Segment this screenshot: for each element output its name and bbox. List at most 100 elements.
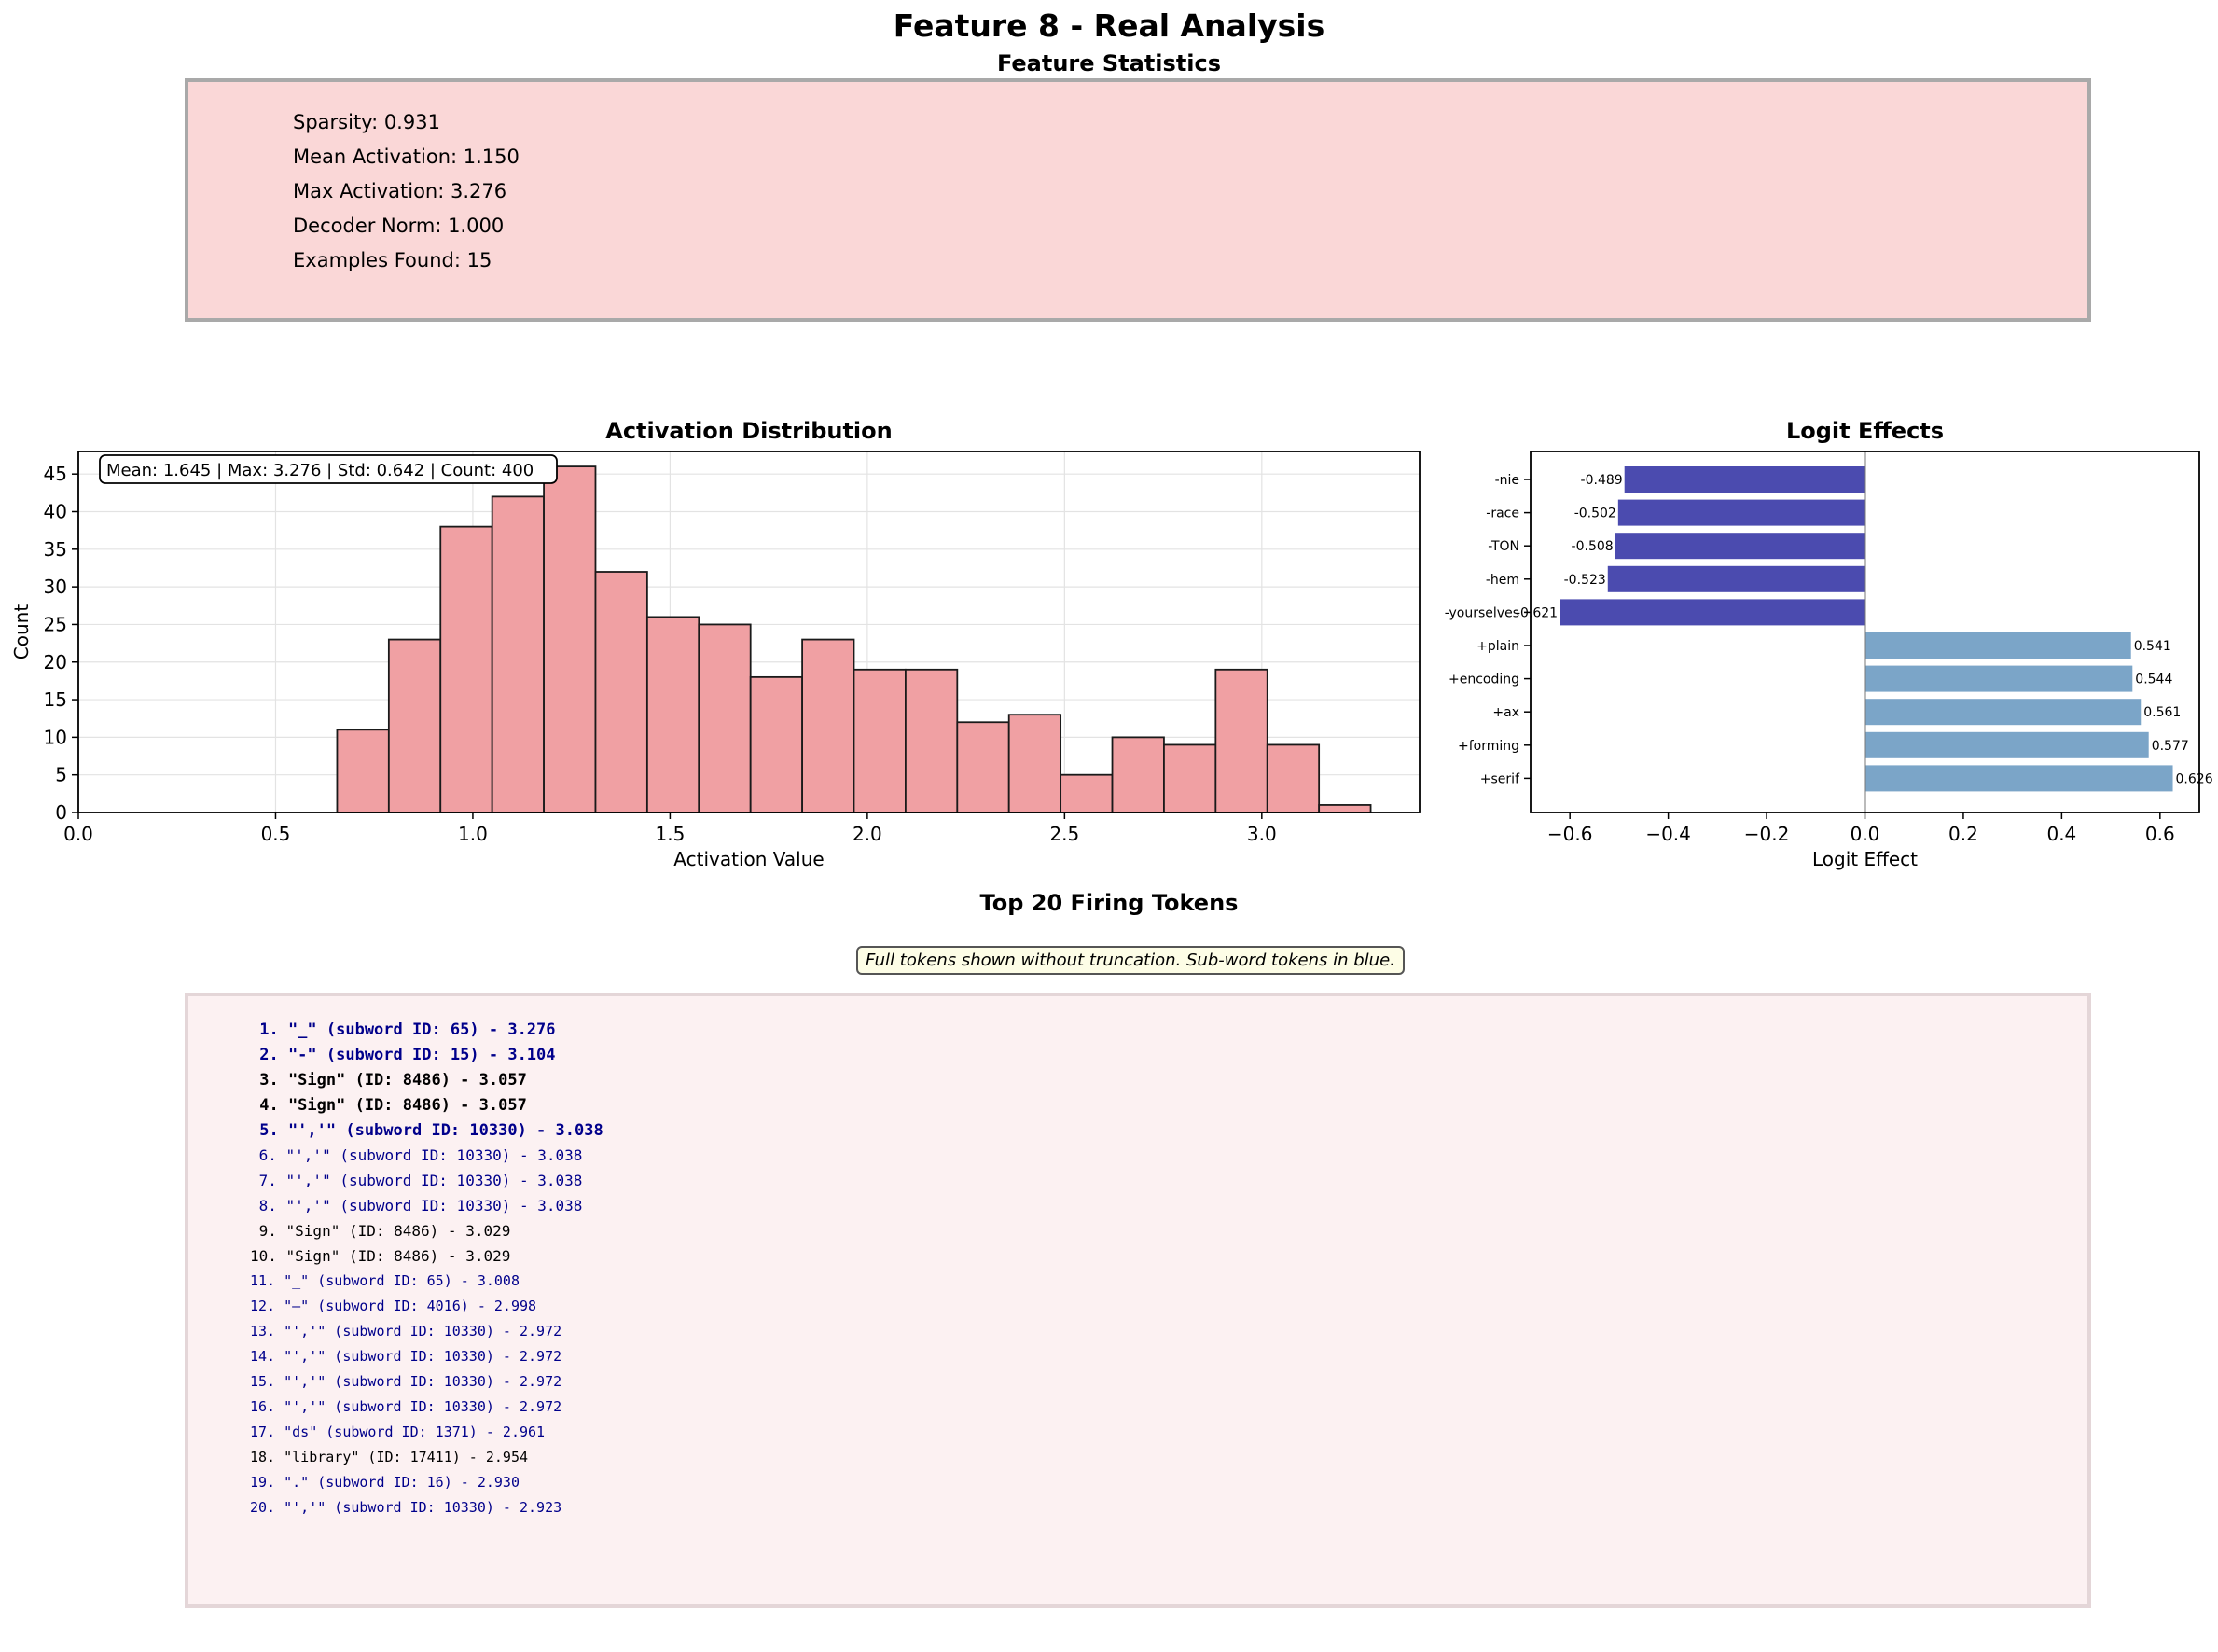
token-item: 4. "Sign" (ID: 8486) - 3.057 <box>250 1096 527 1115</box>
logit-value-label: -0.489 <box>1581 473 1623 488</box>
logit-category-label: +encoding <box>1449 673 1519 687</box>
histogram-bar <box>543 465 597 813</box>
y-tick-label: 5 <box>55 764 67 786</box>
y-tick-label: 10 <box>44 726 67 748</box>
logit-value-label: -0.621 <box>1516 605 1558 620</box>
x-tick-label: −0.2 <box>1744 823 1790 845</box>
histogram-bar <box>1007 714 1062 813</box>
token-item: 7. "','" (subword ID: 10330) - 3.038 <box>250 1172 583 1189</box>
plot-frame <box>77 451 1421 813</box>
x-tick-label: −0.4 <box>1645 823 1691 845</box>
histogram-bar <box>956 721 1010 813</box>
logit-value-label: 0.561 <box>2143 705 2181 720</box>
x-tick-label: 0.4 <box>2046 823 2076 845</box>
logit-bar <box>1865 731 2149 758</box>
histogram-x-label: Activation Value <box>673 848 824 870</box>
logit-value-label: -0.508 <box>1572 539 1614 554</box>
histogram-bar <box>1266 743 1321 813</box>
token-item: 16. "','" (subword ID: 10330) - 2.972 <box>250 1398 562 1415</box>
logit-bar <box>1615 533 1865 560</box>
token-item: 6. "','" (subword ID: 10330) - 3.038 <box>250 1146 583 1164</box>
tokens-panel: 1. "_" (subword ID: 65) - 3.276 2. "-" (… <box>185 993 2091 1608</box>
y-tick-label: 30 <box>44 576 67 598</box>
token-item: 20. "','" (subword ID: 10330) - 2.923 <box>250 1499 562 1516</box>
token-item: 12. "—" (subword ID: 4016) - 2.998 <box>250 1298 537 1314</box>
token-item: 5. "','" (subword ID: 10330) - 3.038 <box>250 1121 603 1140</box>
token-item: 9. "Sign" (ID: 8486) - 3.029 <box>250 1222 511 1240</box>
token-item: 15. "','" (subword ID: 10330) - 2.972 <box>250 1373 562 1390</box>
histogram-bar <box>439 525 493 813</box>
y-tick-label: 45 <box>44 463 67 485</box>
y-tick-label: 15 <box>44 688 67 711</box>
stats-panel: Sparsity: 0.931 Mean Activation: 1.150 M… <box>185 78 2091 322</box>
annotation-box <box>99 454 558 484</box>
x-tick-label: 2.0 <box>853 823 882 845</box>
x-tick-label: 1.5 <box>656 823 686 845</box>
x-tick-label: 3.0 <box>1247 823 1277 845</box>
logit-bar <box>1865 632 2131 659</box>
token-item: 18. "library" (ID: 17411) - 2.954 <box>250 1449 529 1465</box>
y-tick-label: 25 <box>44 613 67 635</box>
logit-bar <box>1607 565 1865 592</box>
histogram-bar <box>1060 773 1114 813</box>
stats-title: Feature Statistics <box>996 50 1222 76</box>
stat-sparsity: Sparsity: 0.931 <box>293 111 440 133</box>
x-tick-label: 0.2 <box>1948 823 1978 845</box>
tokens-note: Full tokens shown without truncation. Su… <box>856 946 1405 975</box>
token-item: 11. "_" (subword ID: 65) - 3.008 <box>250 1272 520 1289</box>
stat-max-activation: Max Activation: 3.276 <box>293 180 507 202</box>
histogram-title: Activation Distribution <box>605 418 892 444</box>
logit-category-label: -hem <box>1486 573 1519 588</box>
stat-mean-activation: Mean Activation: 1.150 <box>293 146 520 168</box>
x-tick-label: 0.5 <box>261 823 291 845</box>
x-tick-label: 2.5 <box>1049 823 1079 845</box>
histogram-bar <box>491 495 545 813</box>
logit-bar <box>1560 599 1865 626</box>
logit-category-label: +serif <box>1480 771 1520 786</box>
histogram-bar <box>1214 668 1268 813</box>
logit-bar <box>1865 699 2142 726</box>
token-item: 14. "','" (subword ID: 10330) - 2.972 <box>250 1348 562 1365</box>
token-item: 19. "." (subword ID: 16) - 2.930 <box>250 1474 520 1491</box>
x-tick-label: 0.0 <box>63 823 93 845</box>
histogram-bar <box>387 638 442 813</box>
histogram-bar <box>336 729 390 813</box>
x-tick-label: −0.6 <box>1547 823 1593 845</box>
token-item: 13. "','" (subword ID: 10330) - 2.972 <box>250 1323 562 1340</box>
logit-category-label: +plain <box>1476 639 1519 654</box>
histogram-bar <box>853 668 907 813</box>
histogram-bar <box>645 616 700 813</box>
stat-examples-found: Examples Found: 15 <box>293 249 492 271</box>
token-item: 1. "_" (subword ID: 65) - 3.276 <box>250 1020 556 1039</box>
histogram-bar <box>1163 743 1217 813</box>
histogram-bar <box>698 623 752 813</box>
histogram-bar <box>749 675 803 813</box>
logit-effects-chart: -nie -0.489 -race -0.502 -TON -0.508 -hem -0.52… <box>1445 418 2213 870</box>
token-item: 3. "Sign" (ID: 8486) - 3.057 <box>250 1071 527 1090</box>
token-item: 8. "','" (subword ID: 10330) - 3.038 <box>250 1197 583 1215</box>
y-tick-label: 40 <box>44 501 67 523</box>
histogram-bar <box>905 668 959 813</box>
activation-distribution-chart: 0.0 0.5 1.0 1.5 2.0 2.5 3.0 0 5 10 15 20 25 30 35 40 45 A… <box>10 418 1421 870</box>
histogram-bar <box>1318 804 1372 813</box>
logit-value-label: -0.523 <box>1564 573 1606 588</box>
logit-bar <box>1865 765 2173 792</box>
logit-value-label: 0.541 <box>2134 639 2171 654</box>
logit-category-label: -yourselves <box>1445 605 1519 620</box>
logit-category-label: -nie <box>1495 473 1519 488</box>
y-tick-label: 35 <box>44 538 67 561</box>
stat-decoder-norm: Decoder Norm: 1.000 <box>293 215 505 237</box>
y-tick-label: 0 <box>55 801 67 824</box>
x-tick-label: 0.6 <box>2145 823 2175 845</box>
token-item: 17. "ds" (subword ID: 1371) - 2.961 <box>250 1423 546 1440</box>
histogram-bar <box>594 571 648 813</box>
logit-category-label: +ax <box>1492 705 1519 720</box>
x-tick-label: 1.0 <box>458 823 488 845</box>
histogram-bar <box>1111 736 1165 813</box>
token-item: 10. "Sign" (ID: 8486) - 3.029 <box>250 1247 511 1265</box>
logit-x-label: Logit Effect <box>1812 848 1918 870</box>
logit-value-label: -0.502 <box>1574 507 1616 521</box>
histogram-bar <box>801 638 855 813</box>
logit-bar <box>1865 665 2133 692</box>
logit-value-label: 0.544 <box>2135 673 2172 687</box>
